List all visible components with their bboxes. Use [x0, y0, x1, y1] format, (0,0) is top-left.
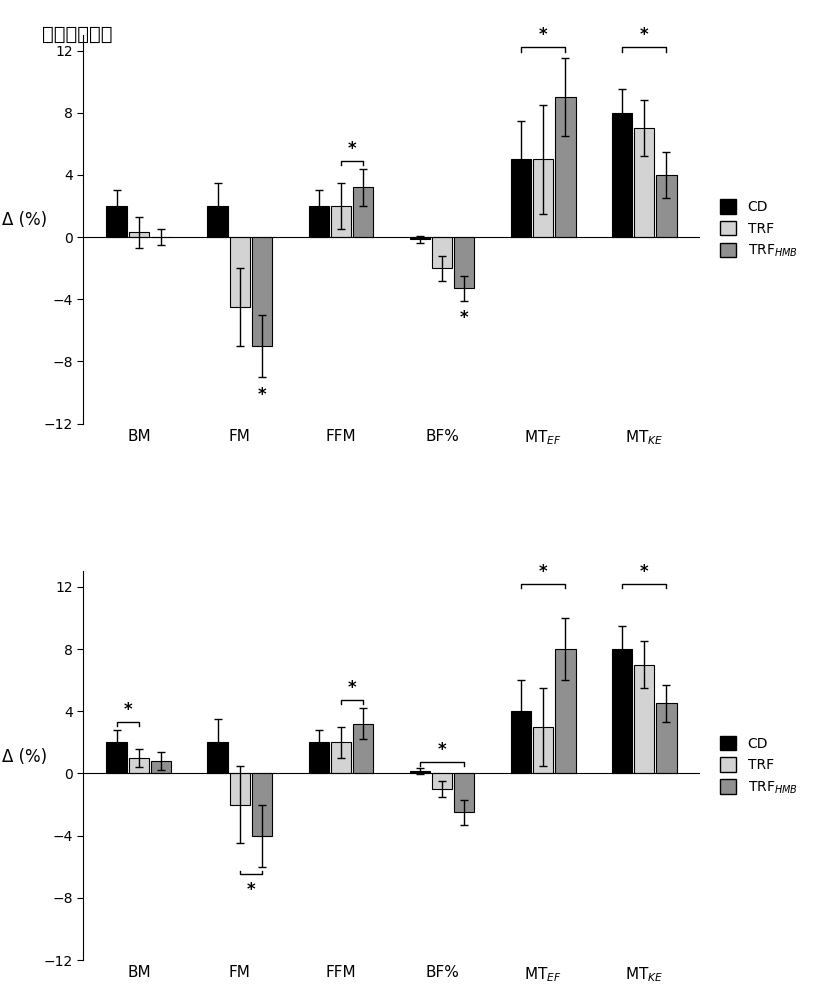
- Y-axis label: Δ (%): Δ (%): [2, 211, 47, 229]
- Bar: [331, 206, 352, 237]
- Text: *: *: [460, 309, 469, 327]
- Text: *: *: [123, 701, 132, 719]
- Bar: [555, 97, 576, 237]
- Bar: [252, 773, 272, 836]
- Text: *: *: [348, 140, 357, 158]
- Text: *: *: [539, 26, 547, 44]
- Bar: [353, 187, 373, 237]
- Bar: [207, 206, 228, 237]
- Bar: [107, 206, 127, 237]
- Bar: [555, 649, 576, 773]
- Bar: [511, 711, 531, 773]
- Bar: [107, 742, 127, 773]
- Y-axis label: Δ (%): Δ (%): [2, 748, 47, 766]
- Bar: [634, 128, 655, 237]
- Bar: [656, 175, 676, 237]
- Bar: [331, 742, 352, 773]
- Text: *: *: [348, 679, 357, 697]
- Bar: [454, 773, 475, 812]
- Legend: CD, TRF, TRF$_{HMB}$: CD, TRF, TRF$_{HMB}$: [713, 192, 805, 266]
- Bar: [431, 237, 452, 268]
- Bar: [656, 703, 676, 773]
- Text: *: *: [539, 563, 547, 581]
- Bar: [410, 237, 430, 239]
- Bar: [151, 761, 172, 773]
- Bar: [128, 758, 149, 773]
- Bar: [511, 159, 531, 237]
- Bar: [410, 771, 430, 773]
- Text: *: *: [640, 26, 648, 44]
- Bar: [634, 665, 655, 773]
- Text: *: *: [258, 386, 267, 404]
- Bar: [533, 159, 553, 237]
- Text: *: *: [640, 563, 648, 581]
- Bar: [308, 742, 329, 773]
- Bar: [353, 724, 373, 773]
- Bar: [252, 237, 272, 346]
- Bar: [230, 773, 250, 805]
- Bar: [207, 742, 228, 773]
- Bar: [128, 232, 149, 237]
- Text: 身体组成变化: 身体组成变化: [42, 25, 112, 44]
- Bar: [230, 237, 250, 307]
- Legend: CD, TRF, TRF$_{HMB}$: CD, TRF, TRF$_{HMB}$: [713, 729, 805, 803]
- Text: *: *: [247, 881, 256, 899]
- Bar: [454, 237, 475, 288]
- Text: *: *: [437, 741, 446, 759]
- Bar: [431, 773, 452, 789]
- Bar: [308, 206, 329, 237]
- Bar: [533, 727, 553, 773]
- Bar: [611, 113, 632, 237]
- Bar: [611, 649, 632, 773]
